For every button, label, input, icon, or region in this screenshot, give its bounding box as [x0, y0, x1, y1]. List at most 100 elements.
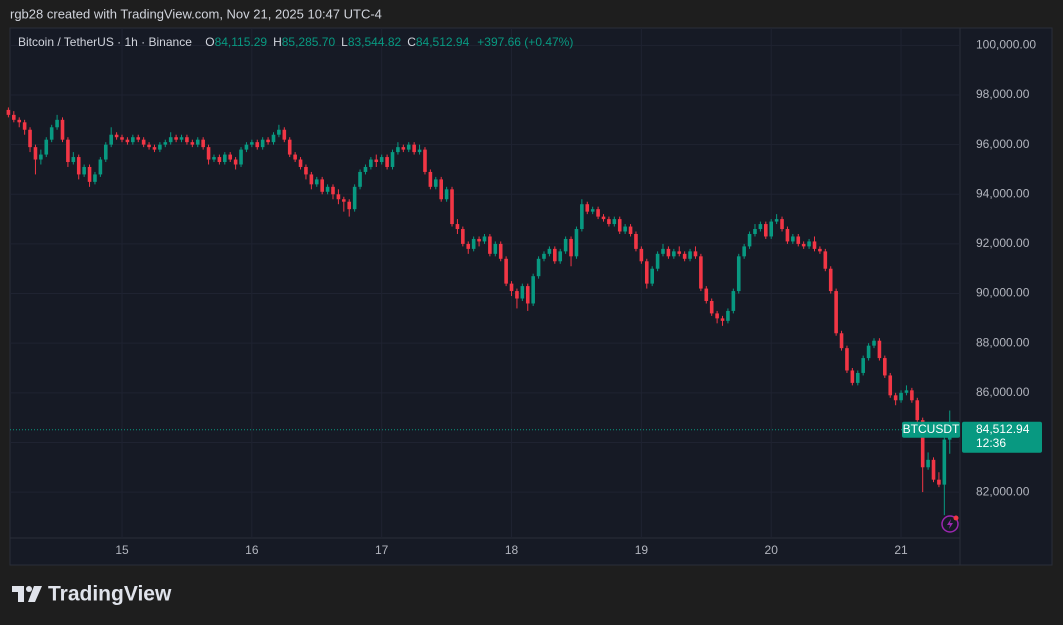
- candle-body: [417, 149, 422, 153]
- ohlc-key: H: [273, 35, 282, 49]
- candle-body: [331, 186, 335, 195]
- candle-body: [617, 219, 622, 232]
- candle-body: [628, 226, 633, 234]
- candle-body: [942, 439, 947, 485]
- candle-body: [412, 144, 416, 153]
- candle-body: [352, 186, 357, 210]
- candle-body: [796, 236, 801, 244]
- candle-body: [498, 243, 503, 259]
- candle-body: [82, 166, 86, 175]
- candle-body: [877, 340, 882, 359]
- candle-body: [644, 261, 649, 284]
- candle-body: [931, 459, 936, 480]
- candle-body: [764, 224, 768, 237]
- candle-body: [287, 139, 292, 155]
- candle-body: [396, 147, 400, 153]
- candle-body: [33, 147, 38, 160]
- candle-body: [228, 154, 233, 160]
- candle-body: [655, 253, 660, 269]
- candle-body: [250, 142, 254, 145]
- candle-body: [201, 139, 205, 148]
- ohlc-value: 84,512.94: [416, 35, 470, 49]
- candle-body: [596, 209, 600, 217]
- candle-body: [325, 186, 330, 192]
- candle-body: [812, 241, 817, 249]
- candle-body: [818, 248, 822, 252]
- candle-body: [93, 174, 97, 182]
- candle-body: [98, 159, 103, 175]
- candle-body: [401, 147, 406, 150]
- y-tick-label: 82,000.00: [976, 484, 1030, 498]
- candle-body: [28, 129, 32, 148]
- candle-body: [439, 179, 443, 200]
- candle-body: [855, 372, 860, 383]
- candle-body: [152, 147, 157, 150]
- candle-body: [937, 479, 941, 485]
- candle-body: [742, 246, 746, 257]
- x-tick-label: 16: [245, 543, 259, 557]
- candle-body: [839, 333, 844, 349]
- candle-body: [861, 358, 865, 373]
- candle-body: [266, 139, 270, 143]
- candle-body: [666, 248, 671, 257]
- candle-body: [634, 233, 638, 249]
- candle-body: [661, 248, 665, 254]
- candle-body: [71, 157, 76, 163]
- candle-body: [607, 219, 611, 225]
- alert-icon: [941, 515, 959, 533]
- candle-body: [747, 233, 752, 247]
- candle-body: [363, 166, 368, 172]
- candle-body: [547, 248, 552, 254]
- y-tick-label: 92,000.00: [976, 236, 1030, 250]
- candle-body: [44, 139, 49, 155]
- candle-body: [731, 291, 736, 311]
- ohlc-key: L: [341, 35, 348, 49]
- candle-body: [704, 288, 709, 301]
- ohlc-key: O: [205, 35, 214, 49]
- candle-body: [504, 258, 508, 284]
- candle-body: [450, 189, 454, 225]
- candle-body: [461, 229, 465, 244]
- x-tick-label: 17: [375, 543, 389, 557]
- price-tag-bg: [962, 421, 1042, 453]
- price-tag: 84,512.94: [976, 422, 1030, 436]
- ohlc-value: 83,544.82: [348, 35, 402, 49]
- candle-body: [22, 122, 27, 130]
- candle-body: [374, 159, 379, 163]
- candle-body: [125, 139, 130, 143]
- candle-body: [244, 144, 249, 150]
- chart-panel: [9, 27, 1053, 566]
- candle-body: [131, 137, 135, 143]
- candle-body: [520, 286, 525, 299]
- candle-body: [872, 340, 876, 346]
- candle-body: [158, 144, 162, 150]
- candle-body: [791, 236, 795, 242]
- candle-body: [358, 171, 362, 187]
- candle-body: [471, 238, 476, 249]
- candle-body: [590, 209, 595, 212]
- candle-body: [688, 251, 692, 259]
- y-tick-label: 96,000.00: [976, 137, 1030, 151]
- candle-body: [915, 400, 920, 421]
- x-tick-label: 15: [115, 543, 129, 557]
- candle-body: [774, 219, 779, 222]
- candle-body: [834, 291, 838, 334]
- candle-body: [212, 157, 216, 160]
- candle-body: [66, 139, 70, 163]
- candle-body: [55, 119, 59, 128]
- candle-body: [233, 159, 238, 165]
- candle-body: [455, 224, 460, 230]
- candle-body: [423, 149, 427, 172]
- candle-body: [168, 137, 173, 143]
- candle-body: [899, 392, 903, 401]
- candle-body: [677, 251, 682, 254]
- ohlc-value: 85,285.70: [282, 35, 336, 49]
- y-tick-label: 88,000.00: [976, 335, 1030, 349]
- candle-body: [536, 258, 541, 277]
- candle-body: [466, 243, 471, 249]
- candle-body: [298, 159, 303, 167]
- symbol: Bitcoin / TetherUS · 1h · Binance: [18, 35, 192, 49]
- candle-body: [920, 420, 925, 468]
- candle-body: [390, 152, 395, 167]
- candle-body: [179, 137, 184, 140]
